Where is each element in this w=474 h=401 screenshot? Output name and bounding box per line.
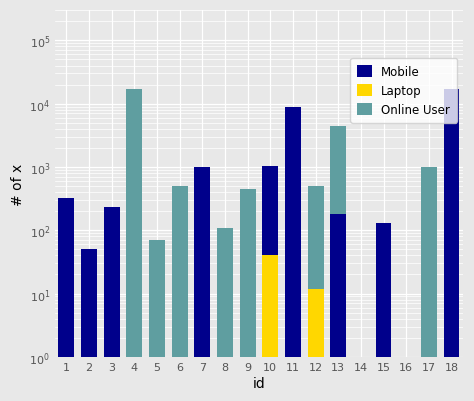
X-axis label: id: id <box>253 376 265 390</box>
Bar <box>285 107 301 357</box>
Bar <box>444 184 459 357</box>
Bar <box>149 241 165 357</box>
Bar <box>375 223 392 357</box>
Bar <box>127 90 142 357</box>
Bar <box>308 186 324 357</box>
Bar <box>330 215 346 357</box>
Bar <box>421 168 437 357</box>
Bar <box>240 189 255 357</box>
Bar <box>104 208 119 357</box>
Bar <box>308 289 324 357</box>
Bar <box>81 250 97 357</box>
Bar <box>217 228 233 357</box>
Bar <box>194 168 210 357</box>
Bar <box>262 256 278 357</box>
Legend: Mobile, Laptop, Online User: Mobile, Laptop, Online User <box>350 59 457 124</box>
Bar <box>285 186 301 357</box>
Bar <box>444 90 459 357</box>
Y-axis label: # of x: # of x <box>11 163 25 205</box>
Bar <box>262 166 278 256</box>
Bar <box>58 199 74 357</box>
Bar <box>375 237 392 357</box>
Bar <box>172 186 188 357</box>
Bar <box>330 126 346 357</box>
